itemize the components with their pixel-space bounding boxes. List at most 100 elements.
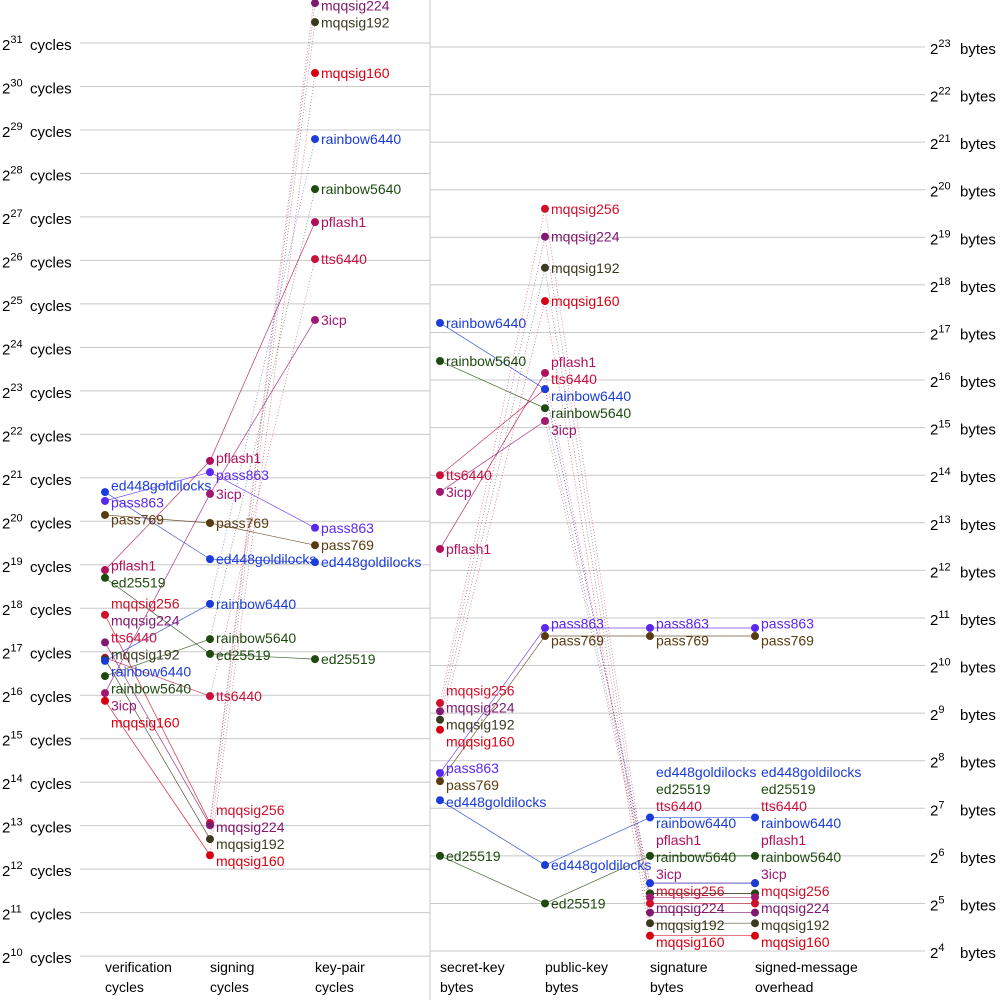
data-label-pass863: pass863 <box>761 616 814 632</box>
y-tick-label: 218 cycles <box>2 599 72 619</box>
data-label-mqqsig224: mqqsig224 <box>446 699 515 715</box>
data-point-pass863 <box>206 468 214 477</box>
column-label: cycles <box>315 979 354 995</box>
data-point-rainbow5640 <box>206 635 214 644</box>
data-label-mqqsig256: mqqsig256 <box>656 883 725 899</box>
column-label: key-pair <box>315 959 365 975</box>
data-label-pflash1: pflash1 <box>321 214 366 230</box>
series-line-mqqsig224 <box>439 236 546 712</box>
data-point-rainbow5640 <box>541 404 549 413</box>
series-line-mqqsig256 <box>104 614 211 824</box>
series-line-ed448goldilocks <box>439 799 546 866</box>
data-point-mqqsig224 <box>541 232 549 241</box>
data-point-mqqsig224 <box>206 821 214 830</box>
data-point-mqqsig192 <box>206 835 214 844</box>
series-line-3icp <box>209 319 316 495</box>
data-label-ed25519: ed25519 <box>446 848 501 864</box>
data-point-ed448goldilocks <box>541 861 549 870</box>
series-line-rainbow5640 <box>439 360 546 409</box>
column-label: cycles <box>105 979 144 995</box>
series-line-ed25519 <box>104 577 211 655</box>
data-point-ed25519 <box>436 851 444 860</box>
y-tick-label: 215 bytes <box>930 419 996 439</box>
column-label: cycles <box>210 979 249 995</box>
series-line-mqqsig160 <box>544 301 651 936</box>
data-point-ed448goldilocks <box>646 813 654 822</box>
data-point-3icp <box>646 893 654 902</box>
column-label: overhead <box>755 979 813 995</box>
data-label-3icp: 3icp <box>656 866 682 882</box>
data-point-3icp <box>751 893 759 902</box>
column-label: secret-key <box>440 959 505 975</box>
data-point-mqqsig160 <box>541 297 549 306</box>
data-point-pass863 <box>751 623 759 632</box>
data-point-pass769 <box>751 632 759 641</box>
data-label-rainbow6440: rainbow6440 <box>111 664 191 680</box>
data-label-rainbow6440: rainbow6440 <box>446 315 526 331</box>
y-tick-label: 213 bytes <box>930 514 996 534</box>
data-point-mqqsig224 <box>751 908 759 917</box>
data-label-mqqsig224: mqqsig224 <box>656 900 725 916</box>
data-label-ed448goldilocks: ed448goldilocks <box>446 794 546 810</box>
data-label-mqqsig192: mqqsig192 <box>321 14 390 30</box>
data-point-mqqsig192 <box>311 18 319 27</box>
series-line-rainbow6440 <box>544 389 651 884</box>
data-label-mqqsig160: mqqsig160 <box>321 65 390 81</box>
column-label: bytes <box>545 979 578 995</box>
data-label-mqqsig192: mqqsig192 <box>446 716 515 732</box>
data-label-pflash1: pflash1 <box>551 354 596 370</box>
y-tick-label: 217 bytes <box>930 323 996 343</box>
y-tick-label: 219 bytes <box>930 228 996 248</box>
data-label-mqqsig256: mqqsig256 <box>761 883 830 899</box>
series-line-pass863 <box>104 471 211 502</box>
data-label-ed25519: ed25519 <box>761 781 816 797</box>
data-label-mqqsig256: mqqsig256 <box>446 682 515 698</box>
data-label-ed448goldilocks: ed448goldilocks <box>761 764 861 780</box>
series-line-mqqsig192 <box>104 658 211 840</box>
data-point-mqqsig256 <box>751 899 759 908</box>
data-label-ed448goldilocks: ed448goldilocks <box>321 554 421 570</box>
data-label-mqqsig224: mqqsig224 <box>216 819 285 835</box>
data-point-mqqsig224 <box>311 0 319 8</box>
y-tick-label: 227 cycles <box>2 208 72 228</box>
series-line-pflash1 <box>209 221 316 462</box>
data-label-mqqsig224: mqqsig224 <box>321 0 390 13</box>
y-tick-label: 214 cycles <box>2 773 72 793</box>
data-point-3icp <box>541 416 549 425</box>
data-point-rainbow6440 <box>436 318 444 327</box>
data-label-rainbow6440: rainbow6440 <box>656 815 736 831</box>
data-label-rainbow6440: rainbow6440 <box>321 131 401 147</box>
data-label-3icp: 3icp <box>111 698 137 714</box>
series-line-pass769 <box>209 522 316 546</box>
data-label-3icp: 3icp <box>761 866 787 882</box>
data-label-3icp: 3icp <box>551 422 577 438</box>
series-line-3icp <box>104 493 211 694</box>
data-point-pflash1 <box>311 218 319 227</box>
data-label-tts6440: tts6440 <box>656 798 702 814</box>
data-label-rainbow6440: rainbow6440 <box>551 388 631 404</box>
data-label-tts6440: tts6440 <box>321 251 367 267</box>
series-line-pflash1 <box>104 460 211 571</box>
series-line-mqqsig160 <box>209 72 316 856</box>
data-label-pflash1: pflash1 <box>111 557 156 573</box>
data-label-pass769: pass769 <box>446 777 499 793</box>
data-point-mqqsig160 <box>101 696 109 705</box>
y-tick-label: 27 bytes <box>930 799 996 819</box>
series-line-3icp <box>544 420 651 898</box>
data-point-3icp <box>436 487 444 496</box>
data-point-mqqsig192 <box>541 263 549 272</box>
data-label-ed25519: ed25519 <box>321 651 376 667</box>
data-label-ed25519: ed25519 <box>111 574 166 590</box>
series-line-mqqsig160 <box>104 700 211 856</box>
series-line-ed448goldilocks <box>544 817 651 866</box>
data-point-rainbow6440 <box>646 879 654 888</box>
data-label-pass863: pass863 <box>656 616 709 632</box>
data-point-ed448goldilocks <box>311 558 319 567</box>
data-label-pass769: pass769 <box>321 537 374 553</box>
data-label-mqqsig192: mqqsig192 <box>551 260 620 276</box>
data-label-tts6440: tts6440 <box>111 630 157 646</box>
series-line-ed448goldilocks <box>104 491 211 560</box>
data-point-ed448goldilocks <box>751 813 759 822</box>
data-label-pass769: pass769 <box>216 515 269 531</box>
